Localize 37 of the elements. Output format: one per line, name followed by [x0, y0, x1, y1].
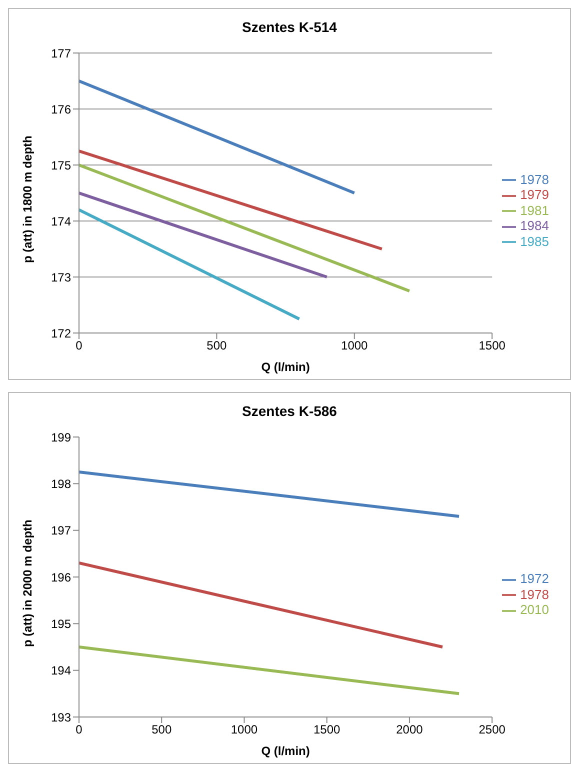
y-tick-label: 173 [50, 270, 72, 284]
y-tick-label: 176 [50, 102, 72, 116]
y-axis-title: p (att) in 1800 m depth [20, 136, 34, 263]
y-tick-label: 197 [50, 524, 72, 538]
legend-label: 1984 [520, 218, 549, 234]
x-tick-label: 1500 [313, 722, 341, 737]
y-tick-label: 172 [50, 326, 72, 340]
legend-label: 1972 [520, 571, 549, 586]
chart-title: Szentes K-514 [241, 18, 338, 37]
x-tick-label: 2500 [478, 722, 506, 737]
legend-label: 2010 [520, 602, 549, 618]
y-axis-title: p (att) in 2000 m depth [20, 520, 34, 647]
x-tick-label: 1500 [478, 338, 506, 353]
x-axis-title: Q (l/min) [261, 744, 310, 758]
y-tick-label: 175 [50, 158, 72, 172]
y-tick-label: 198 [50, 476, 72, 491]
y-tick-label: 177 [50, 46, 72, 60]
legend-label: 1981 [520, 202, 549, 218]
y-tick-label: 174 [50, 214, 72, 228]
legend-label: 1985 [520, 234, 549, 249]
chart-title: Szentes K-586 [241, 402, 338, 421]
legend-label: 1978 [520, 586, 549, 602]
x-tick-label: 2000 [396, 722, 424, 737]
x-tick-label: 0 [76, 338, 83, 353]
y-tick-label: 195 [50, 616, 72, 631]
y-tick-label: 194 [50, 664, 72, 678]
legend-label: 1978 [520, 172, 549, 187]
x-tick-label: 500 [206, 338, 228, 353]
y-tick-label: 193 [50, 710, 72, 724]
x-tick-label: 1000 [341, 338, 368, 353]
x-axis-title: Q (l/min) [261, 360, 310, 374]
legend-label: 1979 [520, 187, 549, 202]
y-tick-label: 199 [50, 430, 72, 444]
x-tick-label: 1000 [230, 722, 258, 737]
x-tick-label: 500 [152, 722, 172, 737]
x-tick-label: 0 [76, 722, 83, 737]
y-tick-label: 196 [50, 570, 72, 584]
